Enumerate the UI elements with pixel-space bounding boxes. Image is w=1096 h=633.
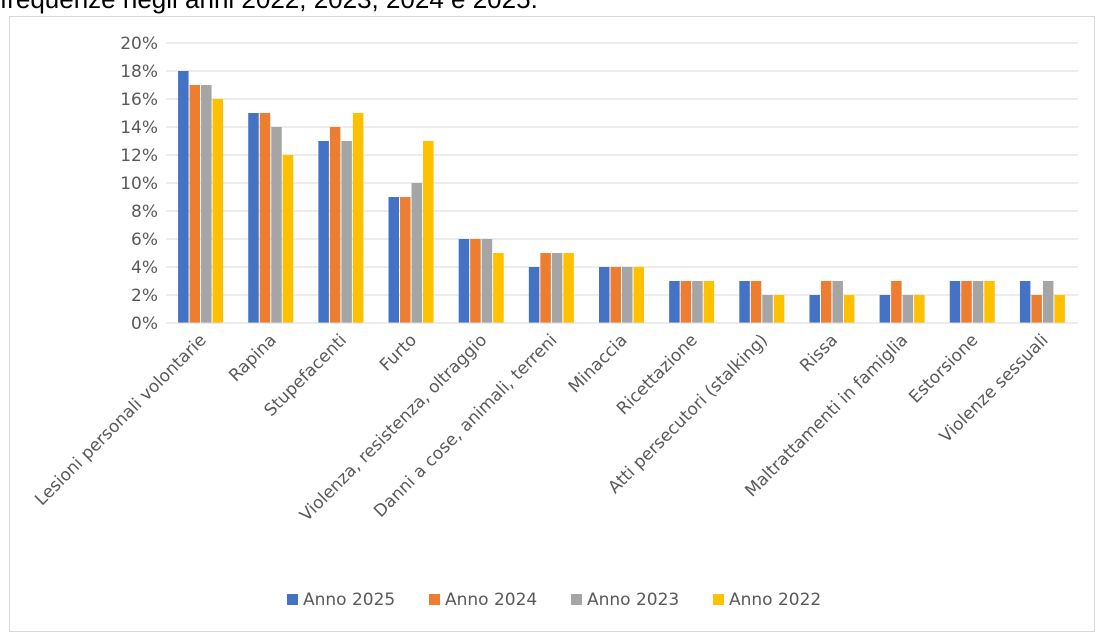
- legend-label: Anno 2024: [445, 590, 537, 610]
- y-tick-label: 14%: [120, 118, 158, 138]
- bar: [961, 281, 972, 323]
- bar: [1054, 295, 1065, 323]
- bar: [832, 281, 843, 323]
- legend-swatch: [571, 594, 582, 605]
- bar: [1031, 295, 1042, 323]
- bar: [282, 155, 294, 323]
- bar: [201, 85, 212, 323]
- bar: [762, 295, 773, 323]
- y-tick-label: 8%: [131, 202, 158, 222]
- bar: [622, 267, 633, 323]
- bar: [610, 267, 621, 323]
- bar: [914, 295, 925, 323]
- y-tick-label: 16%: [120, 90, 158, 110]
- bar: [493, 253, 504, 323]
- y-tick-label: 4%: [131, 258, 158, 278]
- bar: [1019, 281, 1031, 323]
- y-tick-label: 18%: [120, 62, 158, 82]
- bar: [692, 281, 703, 323]
- bars: [178, 71, 1065, 323]
- y-tick-label: 10%: [120, 174, 158, 194]
- bar: [423, 141, 434, 323]
- bar: [540, 253, 551, 323]
- bar: [400, 197, 411, 323]
- bar: [633, 267, 644, 323]
- bar: [528, 267, 540, 323]
- bar: [703, 281, 715, 323]
- bar: [352, 113, 364, 323]
- bar: [949, 281, 961, 323]
- bar: [259, 113, 271, 323]
- bar: [1042, 281, 1054, 323]
- bar: [481, 239, 493, 323]
- bar: [411, 183, 423, 323]
- chart-caption: frequenze negli anni 2022, 2023, 2024 e …: [0, 0, 538, 15]
- x-category-label: Lesioni personali volontarie: [31, 330, 210, 509]
- bar: [773, 295, 785, 323]
- bar: [563, 253, 574, 323]
- bar: [470, 239, 481, 323]
- bar: [271, 127, 282, 323]
- bar: [820, 281, 832, 323]
- bar: [879, 295, 891, 323]
- y-tick-label: 0%: [131, 314, 158, 334]
- bar: [329, 127, 341, 323]
- legend-swatch: [713, 594, 724, 605]
- x-category-label: Estorsione: [905, 330, 982, 407]
- bar: [388, 197, 400, 323]
- bar: [843, 295, 855, 323]
- y-axis-ticks: 0% 2% 4% 6% 8% 10% 12% 14% 16% 18% 20%: [120, 34, 158, 334]
- bar: [189, 85, 201, 323]
- legend-label: Anno 2025: [303, 590, 395, 610]
- bar: [809, 295, 820, 323]
- legend-label: Anno 2022: [729, 590, 821, 610]
- x-category-label: Rissa: [796, 330, 842, 376]
- legend-swatch: [287, 594, 298, 605]
- x-category-label: Minaccia: [565, 330, 632, 397]
- y-tick-label: 6%: [131, 230, 158, 250]
- bar: [248, 113, 259, 323]
- bar: [891, 281, 902, 323]
- x-axis-labels: Lesioni personali volontarie RapinaStupef…: [31, 330, 1052, 525]
- bar: [212, 99, 224, 323]
- bar: [984, 281, 995, 323]
- bar: [972, 281, 984, 323]
- legend-label: Anno 2023: [587, 590, 679, 610]
- bar: [902, 295, 914, 323]
- legend: Anno 2025 Anno 2024 Anno 2023 Anno 2022: [287, 590, 821, 610]
- x-category-label: Rapina: [225, 330, 281, 386]
- y-tick-label: 12%: [120, 146, 158, 166]
- legend-swatch: [429, 594, 440, 605]
- bar: [318, 141, 329, 323]
- bar: [750, 281, 762, 323]
- bar: [669, 281, 680, 323]
- y-tick-label: 2%: [131, 286, 158, 306]
- x-category-label: Furto: [376, 330, 421, 375]
- bar: [178, 71, 189, 323]
- bar: [458, 239, 470, 323]
- bar: [599, 267, 610, 323]
- bar-chart: 0% 2% 4% 6% 8% 10% 12% 14% 16% 18% 20% Lesioni per…: [31, 34, 1078, 610]
- bar: [551, 253, 563, 323]
- bar: [739, 281, 750, 323]
- gridlines: [166, 42, 1078, 296]
- y-tick-label: 20%: [120, 34, 158, 54]
- bar: [680, 281, 692, 323]
- chart-frame: 0% 2% 4% 6% 8% 10% 12% 14% 16% 18% 20% Lesioni per…: [9, 16, 1095, 632]
- bar: [341, 141, 352, 323]
